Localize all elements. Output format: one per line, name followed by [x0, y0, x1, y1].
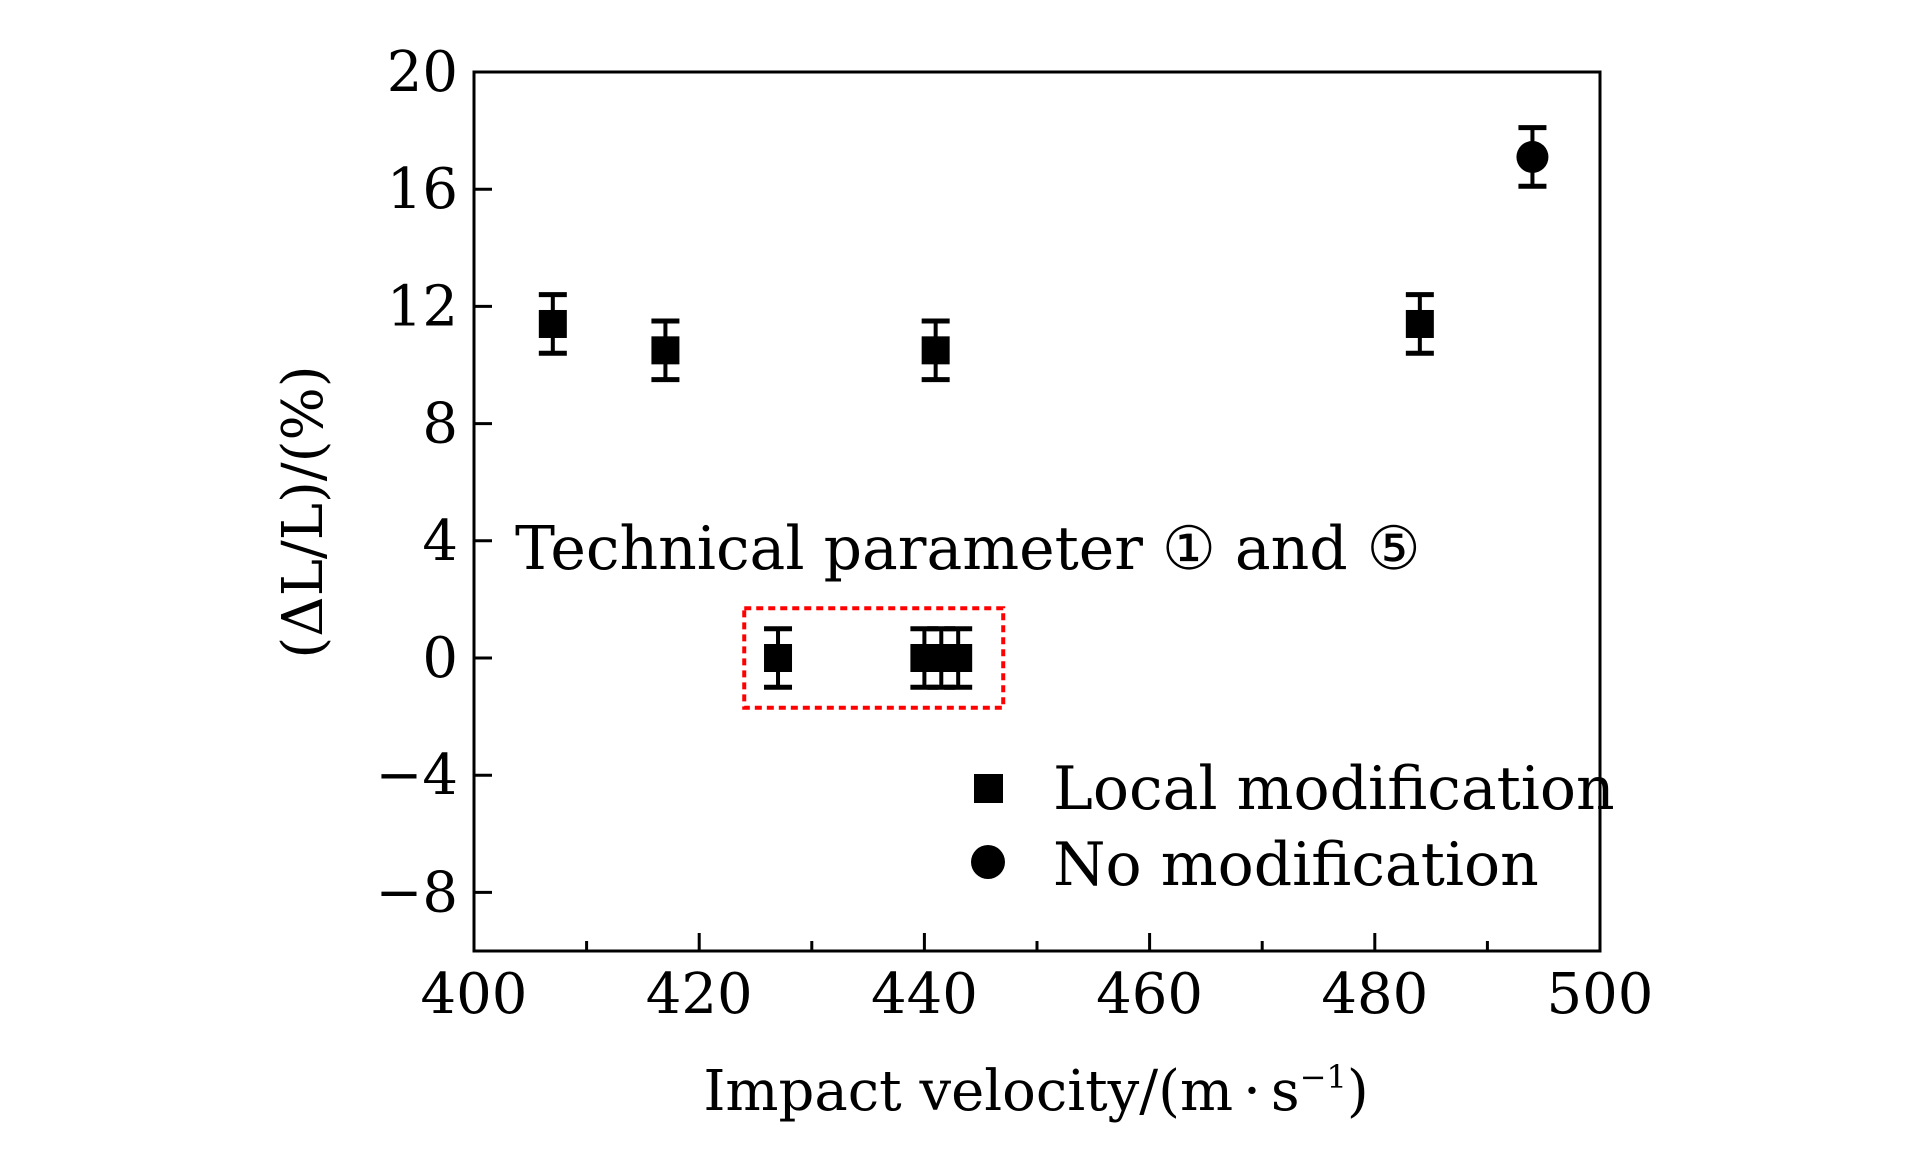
y-tick-label: 20 [387, 40, 458, 105]
x-axis-label-main: Impact velocity/(m [703, 1059, 1233, 1124]
data-points [538, 125, 1549, 690]
data-point-square [944, 644, 973, 672]
x-axis-label-dot: · [1243, 1059, 1261, 1124]
x-axis-label: Impact velocity/(m · s−1) [703, 1058, 1368, 1124]
x-tick-label: 480 [1321, 962, 1428, 1027]
x-tick-label: 400 [421, 962, 528, 1027]
legend: Local modification No modification [971, 754, 1615, 900]
y-tick-label: 0 [422, 626, 458, 691]
data-point-square [1405, 309, 1434, 338]
y-tick-label: −8 [375, 860, 458, 925]
x-tick-label: 440 [871, 962, 978, 1027]
x-axis-ticks: 400 420 440 460 480 500 [421, 933, 1654, 1027]
data-point-square [921, 336, 950, 365]
x-tick-label: 460 [1096, 962, 1203, 1027]
data-point-square [651, 336, 680, 365]
y-tick-label: −4 [375, 743, 458, 808]
x-axis-label-exponent: −1 [1300, 1058, 1347, 1096]
x-tick-label: 500 [1547, 962, 1654, 1027]
annotation-label: Technical parameter ① and ⑤ [515, 514, 1421, 584]
legend-label-local-modification: Local modification [1053, 754, 1615, 824]
legend-label-no-modification: No modification [1053, 830, 1539, 900]
legend-square-marker [974, 774, 1003, 803]
data-point-circle [1516, 140, 1549, 173]
x-axis-label-close: ) [1347, 1059, 1369, 1124]
y-axis-ticks: 20 16 12 8 4 0 −4 −8 [375, 40, 492, 925]
x-axis-label-s: s [1271, 1059, 1300, 1124]
x-tick-label: 420 [646, 962, 753, 1027]
y-axis-label: (ΔL/L)/(%) [271, 365, 336, 658]
y-tick-label: 16 [387, 157, 458, 222]
y-tick-label: 8 [422, 392, 458, 457]
data-point-square [538, 309, 567, 338]
data-point-square [764, 644, 793, 672]
y-tick-label: 4 [422, 509, 458, 574]
y-tick-label: 12 [387, 274, 458, 339]
legend-circle-marker [971, 845, 1005, 879]
